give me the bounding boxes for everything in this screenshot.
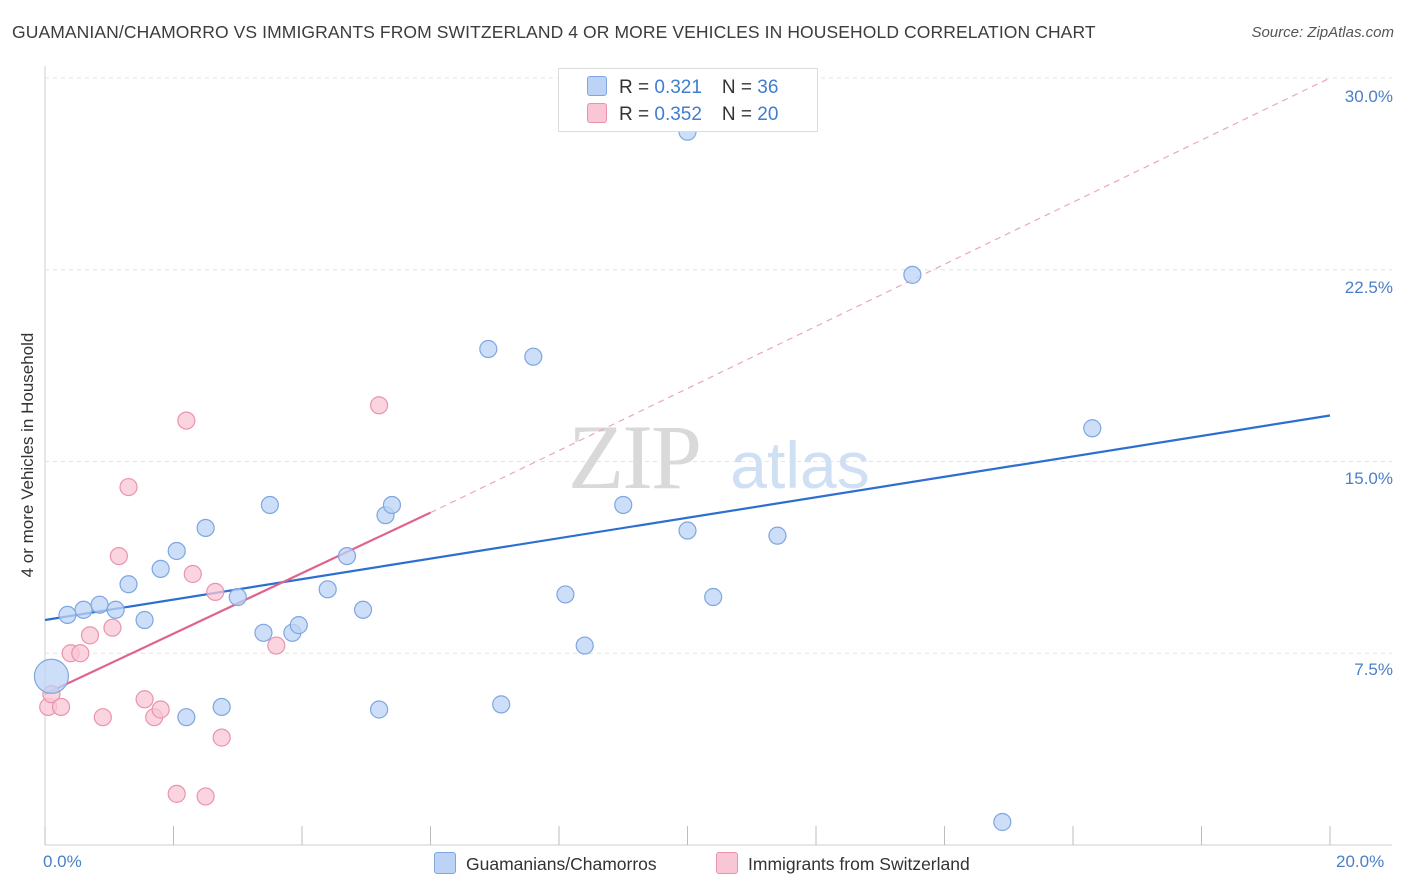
y-tick-label-15: 15.0% — [1344, 469, 1393, 488]
point-guamanian-35 — [1083, 419, 1102, 438]
series-swatch-pink — [716, 852, 738, 874]
trend-line-guamanian — [44, 414, 1331, 622]
chart-title: GUAMANIAN/CHAMORRO VS IMMIGRANTS FROM SW… — [12, 22, 1096, 42]
point-guamanian-8 — [167, 541, 186, 561]
point-guamanian-28 — [614, 495, 633, 515]
legend-row-swiss: R = 0.352 N = 20 — [587, 103, 778, 127]
point-guamanian-16 — [289, 616, 308, 635]
point-guamanian-32 — [768, 526, 787, 545]
point-guamanian-25 — [524, 347, 543, 366]
point-swiss-8 — [109, 546, 128, 566]
point-guamanian-26 — [556, 585, 575, 604]
point-swiss-16 — [196, 787, 215, 806]
point-swiss-10 — [135, 690, 154, 709]
point-guamanian-27 — [575, 636, 594, 655]
point-swiss-17 — [206, 582, 225, 601]
watermark-atlas: atlas — [730, 428, 869, 502]
point-swiss-19 — [267, 636, 286, 655]
y-tick-label-7-5: 7.5% — [1354, 660, 1393, 679]
point-guamanian-0 — [33, 658, 70, 694]
data-points — [33, 122, 1102, 832]
point-swiss-6 — [93, 708, 112, 727]
point-guamanian-4 — [106, 600, 125, 619]
legend-swatch-blue — [587, 76, 607, 96]
point-guamanian-18 — [337, 546, 357, 566]
point-swiss-13 — [167, 784, 186, 803]
series-swatch-blue — [434, 852, 456, 874]
legend-swatch-pink — [587, 103, 607, 123]
y-axis-label: 4 or more Vehicles in Household — [18, 332, 37, 578]
point-guamanian-10 — [196, 518, 215, 538]
point-guamanian-33 — [903, 265, 922, 284]
source-label: Source: ZipAtlas.com — [1251, 24, 1394, 41]
point-swiss-12 — [151, 700, 170, 719]
point-guamanian-21 — [370, 700, 389, 719]
point-guamanian-12 — [228, 587, 247, 607]
axes — [44, 66, 1392, 846]
point-guamanian-2 — [74, 600, 93, 619]
point-guamanian-9 — [177, 708, 196, 727]
point-swiss-14 — [177, 411, 196, 430]
point-guamanian-13 — [254, 623, 273, 642]
watermark: ZIP atlas — [568, 406, 870, 508]
trend-line-swiss-extension — [430, 77, 1331, 514]
point-guamanian-11 — [212, 697, 231, 717]
point-guamanian-17 — [318, 580, 337, 599]
point-swiss-20 — [370, 396, 389, 415]
point-guamanian-24 — [492, 695, 511, 714]
y-tick-label-30: 30.0% — [1344, 87, 1393, 106]
point-swiss-15 — [183, 564, 202, 584]
point-swiss-18 — [212, 728, 231, 747]
point-guamanian-19 — [353, 600, 373, 619]
point-swiss-7 — [103, 618, 122, 637]
point-guamanian-14 — [260, 495, 279, 515]
stats-legend: R = 0.321 N = 36 R = 0.352 N = 20 — [558, 68, 818, 132]
y-tick-label-22-5: 22.5% — [1344, 278, 1393, 297]
point-swiss-2 — [51, 697, 71, 717]
point-guamanian-5 — [119, 575, 138, 594]
point-guamanian-22 — [382, 495, 402, 515]
point-guamanian-34 — [993, 812, 1012, 832]
legend-row-guamanian: R = 0.321 N = 36 — [587, 76, 778, 100]
x-tick-label-min: 0.0% — [43, 852, 82, 871]
point-swiss-5 — [80, 626, 100, 645]
point-guamanian-31 — [704, 587, 723, 607]
x-tick-label-max: 20.0% — [1336, 852, 1385, 871]
gridlines — [45, 77, 1392, 654]
series-legend-guamanians: Guamanians/Chamorros — [434, 852, 657, 875]
point-swiss-4 — [71, 644, 90, 663]
point-guamanian-1 — [58, 605, 77, 625]
point-swiss-9 — [119, 477, 138, 497]
point-guamanian-23 — [479, 339, 498, 359]
watermark-zip: ZIP — [568, 406, 700, 508]
point-guamanian-6 — [135, 610, 154, 630]
point-guamanian-7 — [151, 559, 170, 578]
series-legend-swiss: Immigrants from Switzerland — [716, 852, 970, 875]
point-guamanian-3 — [90, 595, 109, 614]
point-guamanian-30 — [678, 521, 697, 540]
